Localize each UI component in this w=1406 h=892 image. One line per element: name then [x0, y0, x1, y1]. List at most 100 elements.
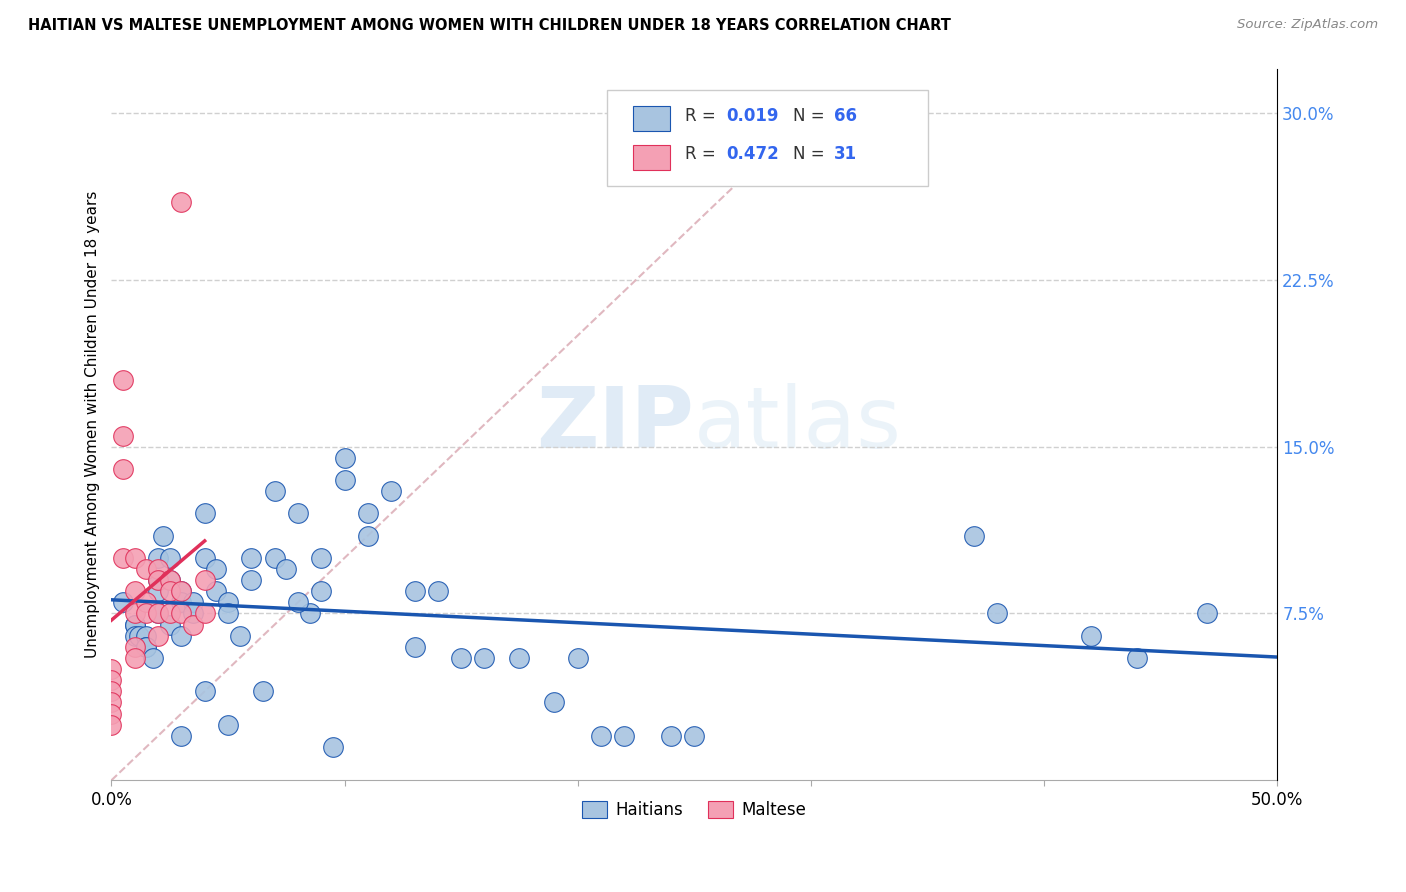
Point	[228, 629, 250, 643]
Point	[404, 584, 426, 599]
Text: N =: N =	[793, 107, 831, 125]
Point	[181, 595, 204, 609]
Point	[135, 607, 157, 621]
Point	[159, 550, 181, 565]
Point	[170, 595, 193, 609]
Point	[404, 640, 426, 654]
Point	[333, 473, 356, 487]
Point	[124, 584, 146, 599]
Point	[298, 607, 321, 621]
Point	[100, 684, 122, 698]
Point	[112, 550, 135, 565]
Point	[181, 617, 204, 632]
Point	[1080, 629, 1102, 643]
Point	[205, 562, 228, 576]
Point	[159, 584, 181, 599]
Point	[543, 695, 565, 709]
Point	[426, 584, 449, 599]
Point	[159, 573, 181, 587]
Text: atlas: atlas	[695, 383, 903, 466]
Point	[357, 528, 380, 542]
Text: 0.019: 0.019	[725, 107, 779, 125]
Point	[474, 651, 496, 665]
FancyBboxPatch shape	[633, 145, 669, 169]
Point	[112, 428, 135, 442]
Text: 66: 66	[834, 107, 858, 125]
Point	[124, 550, 146, 565]
Point	[124, 629, 146, 643]
Point	[194, 607, 217, 621]
Y-axis label: Unemployment Among Women with Children Under 18 years: Unemployment Among Women with Children U…	[86, 191, 100, 658]
Point	[276, 562, 298, 576]
Point	[146, 573, 169, 587]
Text: HAITIAN VS MALTESE UNEMPLOYMENT AMONG WOMEN WITH CHILDREN UNDER 18 YEARS CORRELA: HAITIAN VS MALTESE UNEMPLOYMENT AMONG WO…	[28, 18, 950, 33]
Point	[508, 651, 530, 665]
Point	[333, 450, 356, 465]
Point	[124, 617, 146, 632]
Point	[1197, 607, 1219, 621]
Point	[217, 607, 239, 621]
Point	[146, 584, 169, 599]
Point	[146, 607, 169, 621]
Point	[194, 573, 217, 587]
Point	[124, 640, 146, 654]
Point	[170, 729, 193, 743]
Point	[194, 684, 217, 698]
Point	[170, 584, 193, 599]
Point	[100, 717, 122, 731]
Point	[100, 706, 122, 721]
Point	[613, 729, 636, 743]
Point	[194, 507, 217, 521]
Text: 31: 31	[834, 145, 858, 163]
Legend: Haitians, Maltese: Haitians, Maltese	[575, 794, 813, 825]
Point	[159, 573, 181, 587]
Point	[205, 584, 228, 599]
Point	[170, 607, 193, 621]
Point	[142, 651, 165, 665]
Point	[170, 629, 193, 643]
Point	[112, 595, 135, 609]
Point	[100, 695, 122, 709]
Point	[100, 673, 122, 688]
Point	[683, 729, 706, 743]
Point	[159, 617, 181, 632]
Point	[217, 595, 239, 609]
Point	[135, 595, 157, 609]
Point	[194, 550, 217, 565]
Point	[124, 617, 146, 632]
Point	[1126, 651, 1149, 665]
Point	[287, 507, 309, 521]
Point	[450, 651, 472, 665]
Point	[357, 507, 380, 521]
Point	[240, 573, 263, 587]
Point	[287, 595, 309, 609]
Point	[240, 550, 263, 565]
Point	[322, 739, 344, 754]
Point	[146, 607, 169, 621]
Point	[252, 684, 274, 698]
Point	[152, 528, 174, 542]
Point	[181, 607, 204, 621]
Point	[309, 584, 332, 599]
Point	[112, 462, 135, 476]
Text: 0.472: 0.472	[725, 145, 779, 163]
Point	[380, 484, 402, 499]
Point	[986, 607, 1008, 621]
Point	[263, 484, 285, 499]
Point	[135, 562, 157, 576]
Point	[263, 550, 285, 565]
FancyBboxPatch shape	[607, 90, 928, 186]
Text: R =: R =	[685, 145, 721, 163]
Point	[146, 629, 169, 643]
Point	[135, 640, 157, 654]
Text: R =: R =	[685, 107, 721, 125]
Point	[124, 607, 146, 621]
Point	[963, 528, 986, 542]
Point	[124, 651, 146, 665]
Point	[100, 662, 122, 676]
Point	[128, 629, 150, 643]
Text: ZIP: ZIP	[537, 383, 695, 466]
Point	[146, 562, 169, 576]
Text: N =: N =	[793, 145, 831, 163]
Point	[135, 629, 157, 643]
